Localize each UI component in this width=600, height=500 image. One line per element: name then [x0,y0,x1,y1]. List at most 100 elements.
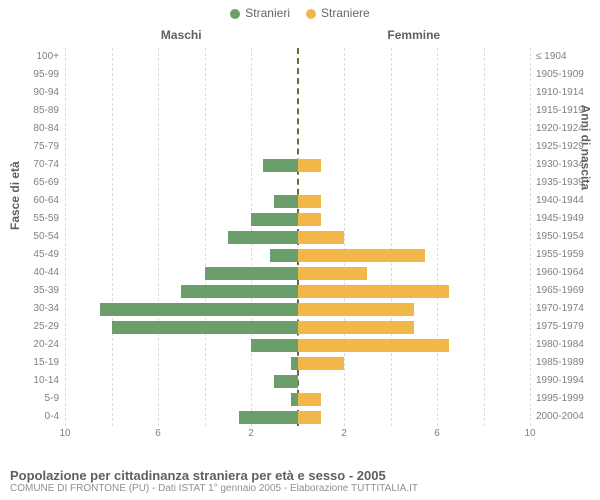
age-row: 15-191985-1989 [65,354,530,372]
bar-male [100,303,298,316]
chart-container: StranieriStraniere Fasce di età Anni di … [0,0,600,500]
panel-title-right: Femmine [298,28,531,42]
birth-year-label: 1935-1939 [530,174,584,192]
panel-titles: Maschi Femmine [65,28,530,48]
x-tick-label: 6 [155,428,161,439]
age-label: 85-89 [33,102,65,120]
bar-male [263,159,298,172]
bar-female [298,411,321,424]
bar-male [251,339,298,352]
bar-female [298,285,449,298]
bar-female [298,195,321,208]
bar-female [298,339,449,352]
legend-label: Stranieri [245,6,290,20]
birth-year-label: 1990-1994 [530,372,584,390]
x-tick-label: 10 [524,428,535,439]
birth-year-label: 1970-1974 [530,300,584,318]
birth-year-label: 1925-1929 [530,138,584,156]
age-row: 20-241980-1984 [65,336,530,354]
x-tick-label: 6 [434,428,440,439]
age-row: 95-991905-1909 [65,66,530,84]
birth-year-label: 1910-1914 [530,84,584,102]
bar-male [291,357,298,370]
bar-male [274,195,297,208]
birth-year-label: 1960-1964 [530,264,584,282]
chart-subtitle: COMUNE DI FRONTONE (PU) - Dati ISTAT 1° … [10,483,418,494]
age-label: 30-34 [33,300,65,318]
age-row: 90-941910-1914 [65,84,530,102]
age-row: 35-391965-1969 [65,282,530,300]
age-label: 10-14 [33,372,65,390]
age-row: 5-91995-1999 [65,390,530,408]
bar-female [298,357,345,370]
plot-area: 100+≤ 190495-991905-190990-941910-191485… [65,48,530,426]
age-label: 70-74 [33,156,65,174]
y-axis-title-left: Fasce di età [8,161,22,230]
age-label: 75-79 [33,138,65,156]
x-tick-label: 2 [248,428,254,439]
bar-female [298,321,414,334]
birth-year-label: 1965-1969 [530,282,584,300]
age-row: 40-441960-1964 [65,264,530,282]
age-row: 75-791925-1929 [65,138,530,156]
legend-swatch [230,9,240,19]
chart-area: Maschi Femmine 100+≤ 190495-991905-19099… [65,28,530,446]
age-row: 70-741930-1934 [65,156,530,174]
bar-female [298,303,414,316]
x-axis-labels: 10622610 [65,426,530,446]
bar-male [270,249,298,262]
age-label: 100+ [36,48,65,66]
age-label: 35-39 [33,282,65,300]
birth-year-label: 1975-1979 [530,318,584,336]
bar-male [205,267,298,280]
birth-year-label: 1980-1984 [530,336,584,354]
age-row: 10-141990-1994 [65,372,530,390]
age-label: 0-4 [45,408,65,426]
age-label: 65-69 [33,174,65,192]
bar-male [239,411,297,424]
bar-female [298,159,321,172]
age-row: 0-42000-2004 [65,408,530,426]
age-row: 65-691935-1939 [65,174,530,192]
bar-male [228,231,298,244]
birth-year-label: 1905-1909 [530,66,584,84]
age-row: 85-891915-1919 [65,102,530,120]
legend-label: Straniere [321,6,370,20]
birth-year-label: 1950-1954 [530,228,584,246]
age-label: 25-29 [33,318,65,336]
birth-year-label: 1985-1989 [530,354,584,372]
bar-female [298,213,321,226]
birth-year-label: 1930-1934 [530,156,584,174]
x-tick-label: 10 [59,428,70,439]
age-row: 80-841920-1924 [65,120,530,138]
age-label: 55-59 [33,210,65,228]
age-row: 30-341970-1974 [65,300,530,318]
footer: Popolazione per cittadinanza straniera p… [10,468,418,494]
age-label: 50-54 [33,228,65,246]
age-label: 95-99 [33,66,65,84]
bar-male [181,285,297,298]
bar-female [298,393,321,406]
age-label: 80-84 [33,120,65,138]
birth-year-label: 1995-1999 [530,390,584,408]
age-label: 15-19 [33,354,65,372]
legend-swatch [306,9,316,19]
bar-male [251,213,298,226]
panel-title-left: Maschi [65,28,298,42]
age-label: 20-24 [33,336,65,354]
x-tick-label: 2 [341,428,347,439]
bar-female [298,267,368,280]
birth-year-label: 1920-1924 [530,120,584,138]
bar-male [274,375,297,388]
birth-year-label: 1955-1959 [530,246,584,264]
legend-item: Straniere [306,6,370,20]
bar-female [298,231,345,244]
age-row: 100+≤ 1904 [65,48,530,66]
birth-year-label: 2000-2004 [530,408,584,426]
bar-female [298,249,426,262]
age-label: 90-94 [33,84,65,102]
age-row: 45-491955-1959 [65,246,530,264]
birth-year-label: ≤ 1904 [530,48,567,66]
bar-male [291,393,298,406]
age-row: 25-291975-1979 [65,318,530,336]
